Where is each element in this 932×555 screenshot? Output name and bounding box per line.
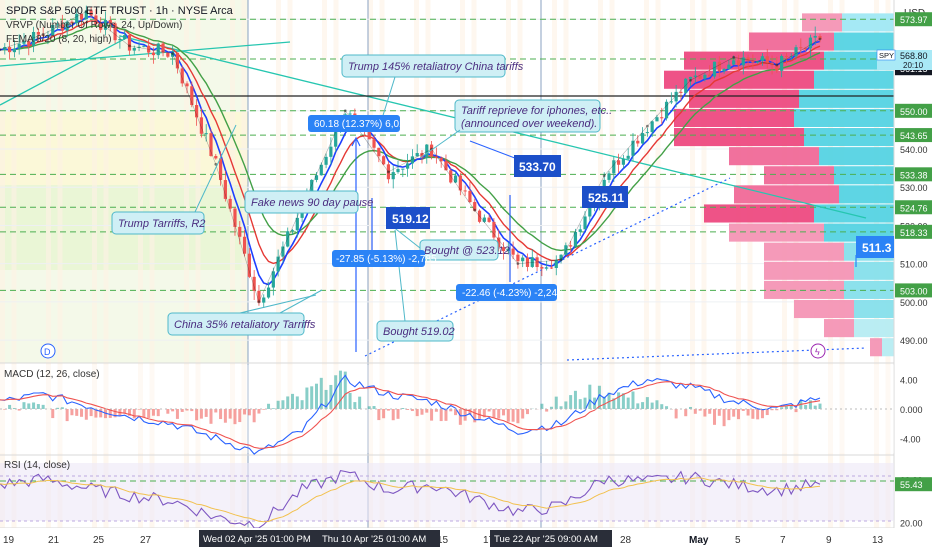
time-tick-label: 7 [780,535,786,546]
time-tick-label: 5 [735,535,741,546]
data-point-3 [128,44,131,47]
time-tick-label: 21 [48,535,60,546]
rsi-label: RSI (14, close) [4,460,70,471]
svg-text:ϟ: ϟ [815,347,820,357]
fema-label: FEMA 8/20 (8, 20, high) [6,34,112,45]
price-tick-label: 550.00 [900,107,928,117]
time-tick-label: 28 [620,535,632,546]
time-tick-label: May [689,535,709,546]
svg-text:D: D [44,347,51,357]
annotation-china-35: China 35% retaliatory Tarriffs [174,319,316,331]
time-highlight-label: Thu 10 Apr '25 01:00 AM [322,534,426,545]
price-tick-label: 530.00 [900,183,928,193]
time-tick-label: 9 [826,535,832,546]
data-point-12 [516,262,519,265]
callout-533: 533.70 [519,160,556,174]
data-point-15 [646,125,649,128]
data-point-11 [473,209,476,212]
annotation-tariff-reprieve-2: (announced over weekend). [461,118,597,130]
last-price-value: 568.80 [900,51,928,61]
price-tick-label: 518.33 [900,228,928,238]
price-tick-label: 500.00 [900,298,928,308]
price-tick-label: 524.76 [900,203,928,213]
time-tick-label: 27 [140,535,152,546]
time-tick-label: 19 [3,535,15,546]
callout-511: 511.3 [862,241,892,255]
callout-525: 525.11 [588,191,624,205]
price-tick-label: 543.65 [900,131,928,141]
annotation-fake-news: Fake news 90 day pause [251,197,373,209]
rsi-tick-label: 20.00 [900,519,923,529]
chart-title: SPDR S&P 500 ETF TRUST · 1h · NYSE Arca [6,5,234,17]
price-tick-label: 503.00 [900,286,928,296]
annotation-trump-tariffs-r2: Trump Tarriffs, R2 [118,218,205,230]
last-price-tag: SPY 568.80 20:10 [877,50,932,70]
data-point-19 [819,38,822,41]
time-highlight-label: Wed 02 Apr '25 01:00 PM [203,534,311,545]
annotation-bought-523: Bought @ 523.12 [424,245,510,257]
price-tick-label: 490.00 [900,336,928,346]
measure-label-3: -22.46 (-4.23%) -2,246 [462,288,563,299]
data-point-13 [560,258,563,261]
data-point-6 [258,300,261,303]
measure-label-1: 60.18 (12.37%) 6,018 [314,119,411,130]
time-tick-label: 25 [93,535,105,546]
macd-label: MACD (12, 26, close) [4,369,100,380]
annotation-trump-145: Trump 145% retaliatroy China tariffs [348,61,524,73]
measure-label-2: -27.85 (-5.13%) -2,785 [336,254,437,265]
price-tick-label: 533.38 [900,170,928,180]
data-point-14 [603,174,606,177]
data-point-9 [387,171,390,174]
price-tick-label: 510.00 [900,260,928,270]
annotation-tariff-reprieve-1: Tariff reprieve for iphones, etc.. [461,105,612,117]
data-point-17 [732,56,735,59]
macd-tick-label: 0.000 [900,405,923,415]
time-tick-label: 13 [872,535,884,546]
data-point-4 [171,52,174,55]
vrvp-label: VRVP (Number Of Rows, 24, Up/Down) [6,20,182,31]
data-point-8 [344,109,347,112]
data-point-18 [775,64,778,67]
time-highlight-label: Tue 22 Apr '25 09:00 AM [494,534,598,545]
rsi-tick-label: 55.43 [900,480,923,490]
macd-tick-label: 4.00 [900,376,918,386]
price-tick-label: 540.00 [900,145,928,155]
last-price-symbol: SPY [879,51,894,60]
annotation-bought-519: Bought 519.02 [383,326,455,338]
price-tick-label: 573.97 [900,15,928,25]
data-point-16 [689,79,692,82]
last-price-time: 20:10 [903,61,924,70]
macd-tick-label: -4.00 [900,434,921,444]
callout-519: 519.12 [392,212,429,226]
